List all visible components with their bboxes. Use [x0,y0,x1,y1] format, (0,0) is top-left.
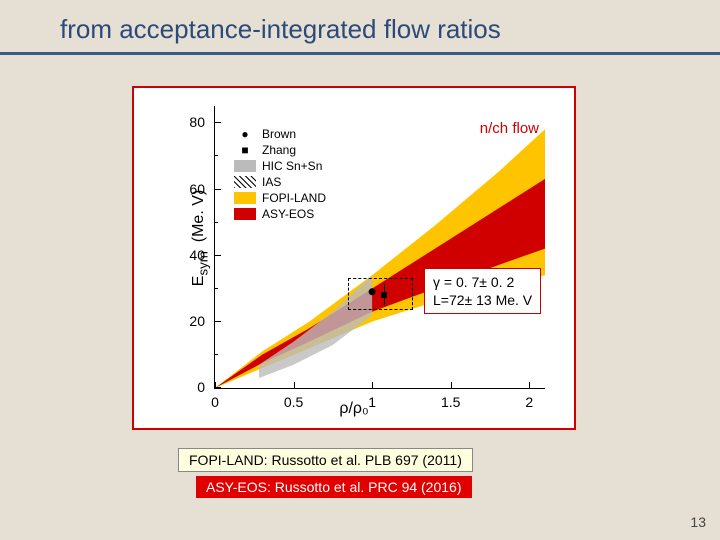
ytick-minor [215,354,218,355]
title-divider [0,52,720,55]
swatch-icon [234,160,256,172]
legend-label: IAS [262,175,281,189]
swatch-icon [234,208,256,220]
xtick [451,382,452,388]
ytick-minor [215,222,218,223]
ytick-label: 40 [189,247,205,263]
xtick-label: 0.5 [284,394,303,410]
ytick-label: 80 [189,114,205,130]
swatch-icon [234,192,256,204]
square-icon: ■ [234,144,256,156]
ytick [215,255,221,256]
y-axis-label: Esym (Me. V) [190,190,210,286]
xtick [294,382,295,388]
flow-label: n/ch flow [480,120,539,137]
ref-asy-eos: ASY-EOS: Russotto et al. PRC 94 (2016) [196,476,472,498]
ref-fopi-land: FOPI-LAND: Russotto et al. PLB 697 (2011… [178,448,473,472]
page-title: from acceptance-integrated flow ratios [60,14,501,45]
ytick-label: 0 [197,379,205,395]
xtick [215,382,216,388]
param-box: γ = 0. 7± 0. 2 L=72± 13 Me. V [424,268,541,314]
legend-label: ASY-EOS [262,207,314,221]
ias-region [348,278,413,310]
ytick [215,321,221,322]
legend-label: Brown [262,127,296,141]
ytick-label: 60 [189,181,205,197]
xtick [372,382,373,388]
xtick-label: 0 [211,394,219,410]
legend: ● Brown ■ Zhang HIC Sn+Sn IAS FOPI-LAND … [234,126,326,222]
xtick-label: 1.5 [441,394,460,410]
legend-item-ias: IAS [234,174,326,190]
legend-item-fopi: FOPI-LAND [234,190,326,206]
legend-item-asy: ASY-EOS [234,206,326,222]
xtick-label: 2 [525,394,533,410]
xtick-label: 1 [368,394,376,410]
legend-label: Zhang [262,143,296,157]
legend-item-hic: HIC Sn+Sn [234,158,326,174]
page-number: 13 [690,514,706,530]
legend-item-brown: ● Brown [234,126,326,142]
ytick-label: 20 [189,313,205,329]
legend-item-zhang: ■ Zhang [234,142,326,158]
legend-label: HIC Sn+Sn [262,159,322,173]
xtick [529,382,530,388]
param-gamma: γ = 0. 7± 0. 2 [433,273,532,291]
swatch-icon [234,176,256,188]
circle-icon: ● [234,128,256,140]
chart-frame: Esym (Me. V) [132,86,576,430]
ytick [215,122,221,123]
ytick [215,189,221,190]
legend-label: FOPI-LAND [262,191,326,205]
x-axis-label: ρ/ρ₀ [339,400,368,418]
ytick-minor [215,155,218,156]
param-L: L=72± 13 Me. V [433,291,532,309]
ytick-minor [215,288,218,289]
